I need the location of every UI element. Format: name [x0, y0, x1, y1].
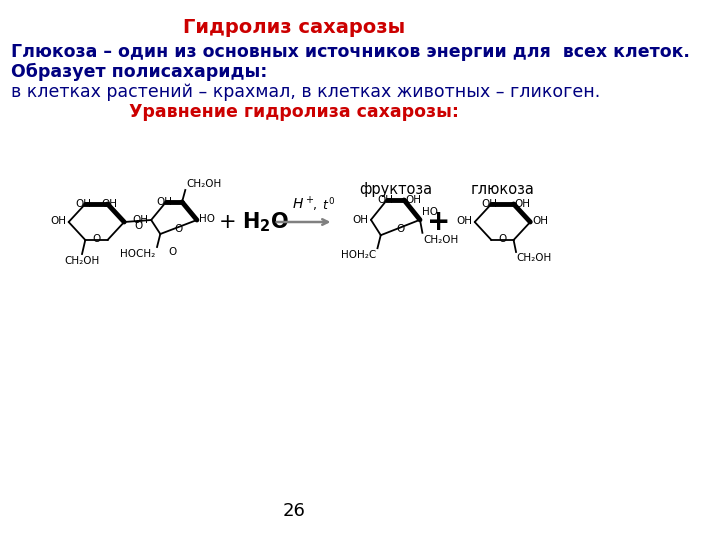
Text: HO: HO — [423, 207, 438, 217]
Text: CH₂OH: CH₂OH — [64, 256, 99, 266]
Text: HOCH₂: HOCH₂ — [120, 249, 156, 259]
Text: Глюкоза – один из основных источников энергии для  всех клеток.: Глюкоза – один из основных источников эн… — [12, 43, 690, 61]
Text: Гидролиз сахарозы: Гидролиз сахарозы — [183, 18, 405, 37]
Text: OH: OH — [101, 199, 117, 209]
Text: CH₂OH: CH₂OH — [423, 235, 459, 245]
Text: O: O — [135, 221, 143, 231]
Text: HO: HO — [199, 214, 215, 224]
Text: O: O — [498, 234, 507, 244]
Text: $,\ t^0$: $,\ t^0$ — [312, 197, 336, 214]
Text: CH₂OH: CH₂OH — [517, 253, 552, 263]
Text: OH: OH — [377, 195, 393, 205]
Text: глюкоза: глюкоза — [471, 182, 534, 197]
Text: в клетках растений – крахмал, в клетках животных – гликоген.: в клетках растений – крахмал, в клетках … — [12, 83, 600, 101]
Text: O: O — [92, 234, 101, 244]
Text: O: O — [168, 247, 176, 257]
Text: O: O — [396, 225, 405, 234]
Text: OH: OH — [405, 195, 422, 205]
Text: OH: OH — [456, 216, 472, 226]
Text: фруктоза: фруктоза — [359, 182, 432, 197]
Text: O: O — [174, 224, 183, 234]
Text: Образует полисахариды:: Образует полисахариды: — [12, 63, 268, 81]
Text: HOH₂C: HOH₂C — [341, 250, 376, 260]
Text: OH: OH — [156, 197, 172, 207]
Text: $+\ \mathbf{H_2O}$: $+\ \mathbf{H_2O}$ — [218, 210, 289, 234]
Text: +: + — [427, 208, 451, 236]
Text: OH: OH — [50, 216, 66, 226]
Text: Уравнение гидролиза сахарозы:: Уравнение гидролиза сахарозы: — [129, 103, 459, 121]
Text: OH: OH — [482, 199, 498, 209]
Text: OH: OH — [132, 215, 149, 225]
Text: CH₂OH: CH₂OH — [186, 179, 221, 189]
Text: OH: OH — [514, 199, 531, 209]
Text: OH: OH — [353, 215, 369, 225]
Text: OH: OH — [533, 216, 549, 226]
Text: $H^+$: $H^+$ — [292, 195, 314, 212]
Text: OH: OH — [76, 199, 91, 209]
Text: 26: 26 — [283, 502, 305, 520]
